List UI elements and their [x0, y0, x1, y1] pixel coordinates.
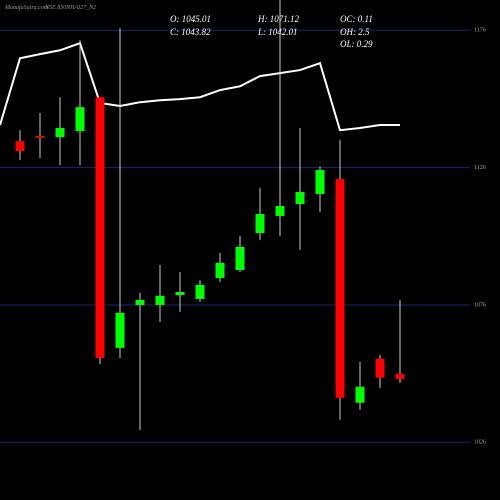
- candle-body: [255, 214, 265, 233]
- candle-body: [375, 358, 385, 378]
- ohlc-info: O: 1045.01: [170, 14, 211, 24]
- candle-body: [95, 97, 105, 358]
- candle-body: [35, 135, 45, 138]
- candle-body: [195, 284, 205, 299]
- candle-body: [215, 262, 225, 279]
- candle-body: [135, 300, 145, 305]
- candle-body: [355, 386, 365, 403]
- average-line: [0, 41, 400, 132]
- y-tick-label: 1126: [474, 165, 486, 171]
- candle-body: [335, 179, 345, 398]
- ohlc-info: OL: 0.29: [340, 39, 373, 49]
- candle-body: [275, 206, 285, 216]
- ohlc-info: C: 1043.82: [170, 27, 211, 37]
- candle-body: [15, 141, 25, 152]
- candle-body: [295, 192, 305, 205]
- candle-body: [55, 128, 65, 138]
- candle-body: [75, 107, 85, 132]
- y-tick-label: 1176: [474, 28, 486, 34]
- candle-body: [175, 292, 185, 296]
- chart-title: MunafaSutra.com: [4, 4, 49, 11]
- y-tick-label: 1076: [474, 302, 486, 308]
- ohlc-info: OH: 2.5: [340, 27, 370, 37]
- y-tick-label: 1026: [474, 440, 486, 446]
- ohlc-info: L: 1042.01: [257, 27, 298, 37]
- candle-body: [155, 295, 165, 305]
- candle-body: [395, 373, 405, 379]
- ohlc-info: OC: 0.11: [340, 14, 373, 24]
- candle-body: [235, 246, 245, 271]
- ohlc-info: H: 1071.12: [257, 14, 299, 24]
- chart-subtitle: NSE 830NHAI27_N2: [44, 5, 96, 11]
- candle-body: [315, 170, 325, 194]
- candle-body: [115, 312, 125, 348]
